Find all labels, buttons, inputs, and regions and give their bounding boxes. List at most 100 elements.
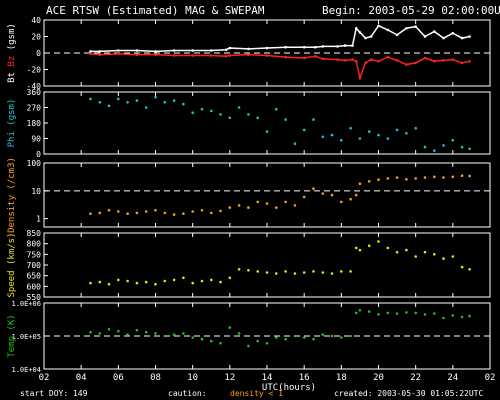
- data-point-bz: [284, 55, 287, 59]
- data-point-density: [237, 204, 241, 207]
- data-point-temp: [386, 311, 390, 315]
- y-tick-label: 0: [36, 49, 41, 58]
- data-point-speed: [135, 281, 139, 285]
- data-point-phi: [265, 130, 269, 133]
- data-point-phi: [340, 138, 343, 142]
- data-point-speed: [228, 276, 232, 280]
- data-point-bt: [284, 45, 287, 49]
- data-point-bz: [228, 54, 232, 57]
- data-point-density: [312, 187, 315, 190]
- x-tick-label: 12: [224, 373, 235, 383]
- y-axis-label: Phi (gsm): [7, 99, 17, 148]
- data-point-phi: [228, 116, 232, 120]
- data-point-temp: [163, 334, 167, 338]
- data-point-density: [107, 209, 111, 212]
- x-tick-label: 22: [410, 373, 421, 383]
- data-point-phi: [330, 133, 334, 137]
- data-point-phi: [358, 137, 362, 140]
- data-point-density: [228, 206, 232, 209]
- data-point-bt: [336, 45, 339, 48]
- data-point-speed: [172, 278, 176, 282]
- data-point-bt: [460, 36, 464, 40]
- data-point-bz: [117, 52, 120, 56]
- y-tick-label: 550: [27, 293, 42, 302]
- data-point-density: [354, 193, 358, 197]
- data-point-bt: [343, 44, 347, 47]
- x-tick-label: 02: [39, 373, 50, 383]
- data-point-speed: [395, 250, 399, 254]
- data-point-bt: [172, 49, 176, 52]
- data-point-temp: [468, 314, 471, 318]
- data-point-temp: [293, 334, 297, 338]
- data-point-temp: [442, 316, 445, 320]
- y-tick-label: 750: [27, 250, 42, 259]
- y-axis-label-part: Bt: [7, 72, 17, 83]
- data-point-bt: [423, 35, 427, 38]
- data-point-bt: [98, 50, 102, 53]
- data-point-phi: [293, 142, 297, 145]
- data-point-density: [265, 202, 269, 205]
- y-tick-label: 180: [27, 119, 42, 128]
- data-point-bt: [395, 33, 399, 37]
- data-point-bt: [468, 35, 471, 38]
- x-tick-label: 06: [113, 373, 124, 383]
- data-point-speed: [442, 257, 445, 260]
- x-tick-label: 20: [373, 373, 384, 383]
- data-point-speed: [191, 281, 194, 285]
- data-point-speed: [377, 240, 380, 243]
- data-point-density: [414, 177, 418, 180]
- data-point-phi: [433, 149, 436, 152]
- data-point-phi: [117, 97, 120, 101]
- data-point-density: [451, 175, 455, 179]
- data-point-phi: [219, 113, 222, 116]
- data-point-speed: [284, 270, 287, 273]
- data-point-bt: [265, 46, 269, 50]
- data-point-phi: [182, 102, 185, 106]
- data-point-phi: [414, 126, 418, 130]
- data-point-density: [405, 178, 408, 181]
- data-point-speed: [89, 281, 92, 285]
- y-tick-label: 1: [36, 215, 41, 224]
- data-point-bt: [89, 50, 92, 53]
- y-tick-label: 360: [27, 88, 42, 97]
- y-tick-label: 10: [31, 187, 41, 196]
- data-point-bz: [354, 60, 358, 63]
- data-point-bt: [358, 31, 362, 34]
- density-note: density < 1: [230, 389, 283, 398]
- data-point-bz: [433, 60, 436, 63]
- data-point-bt: [377, 24, 380, 28]
- data-point-density: [135, 211, 139, 215]
- data-point-bt: [314, 45, 317, 49]
- data-point-bt: [433, 30, 436, 33]
- x-tick-label: 14: [262, 373, 273, 383]
- data-point-speed: [163, 279, 167, 283]
- data-point-bz: [336, 58, 339, 61]
- data-point-speed: [98, 280, 102, 284]
- data-point-bt: [405, 27, 408, 30]
- data-point-density: [340, 200, 343, 204]
- data-point-temp: [377, 313, 380, 316]
- data-point-density: [182, 212, 185, 215]
- y-tick-label: 850: [27, 229, 42, 238]
- data-point-bz: [386, 55, 390, 59]
- data-point-temp: [460, 315, 464, 319]
- data-point-density: [247, 206, 250, 209]
- data-point-bz: [321, 57, 325, 61]
- data-point-phi: [395, 128, 399, 132]
- data-point-bz: [89, 52, 92, 56]
- data-point-bt: [414, 25, 418, 28]
- data-point-speed: [433, 253, 436, 256]
- panel-1: 360 270 180 90 0 Phi (gsm): [7, 88, 491, 159]
- data-point-speed: [423, 250, 427, 254]
- data-point-bt: [135, 49, 139, 52]
- y-axis-label-part: (gsm): [7, 23, 17, 56]
- panel-frame: [43, 232, 491, 298]
- data-point-speed: [321, 271, 325, 274]
- data-point-bz: [364, 61, 367, 65]
- data-point-phi: [89, 97, 92, 101]
- created-time: created: 2003-05-30 01:05:22UTC: [334, 389, 483, 398]
- panel-frame: [43, 91, 491, 155]
- data-point-density: [330, 193, 334, 197]
- data-point-speed: [340, 270, 343, 273]
- data-point-phi: [200, 107, 204, 111]
